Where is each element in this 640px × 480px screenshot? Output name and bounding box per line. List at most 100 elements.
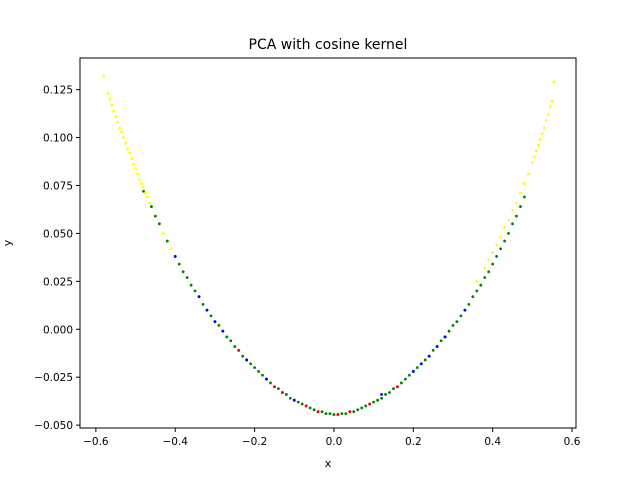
scatter-point: [419, 362, 423, 366]
scatter-point: [400, 381, 403, 385]
scatter-point: [217, 324, 221, 327]
scatter-point: [257, 370, 260, 373]
scatter-point: [467, 302, 471, 306]
scatter-point: [499, 247, 503, 251]
scatter-point: [153, 214, 157, 218]
scatter-point: [427, 354, 431, 358]
scatter-point: [233, 345, 237, 348]
scatter-point: [532, 155, 536, 159]
scatter-point: [546, 113, 550, 116]
scatter-point: [439, 339, 443, 343]
scatter-point: [540, 132, 544, 136]
scatter-point: [316, 410, 320, 414]
scatter-point: [205, 308, 209, 312]
scatter-point: [209, 314, 213, 318]
scatter-point: [487, 270, 491, 274]
x-axis-label: x: [325, 457, 332, 470]
x-tick-label: 0.6: [564, 436, 581, 448]
scatter-point: [221, 329, 225, 333]
scatter-point: [161, 232, 165, 235]
scatter-point: [548, 105, 552, 109]
scatter-point: [229, 339, 233, 343]
y-tick-label: 0.100: [43, 133, 73, 145]
scatter-point: [193, 289, 197, 293]
x-tick-label: 0.0: [326, 436, 343, 448]
scatter-point: [511, 222, 514, 226]
scatter-point: [146, 195, 149, 199]
scatter-point: [112, 109, 116, 113]
scatter-point: [106, 92, 110, 95]
scatter-point: [253, 366, 256, 370]
scatter-point: [308, 406, 312, 410]
scatter-point: [495, 243, 499, 247]
scatter-point: [491, 251, 495, 254]
scatter-point: [435, 345, 439, 348]
scatter-point: [304, 404, 308, 408]
scatter-point: [144, 191, 147, 195]
scatter-point: [455, 320, 459, 324]
y-tick-label: −0.025: [34, 372, 73, 384]
scatter-point: [415, 366, 419, 370]
scatter-point: [515, 201, 518, 205]
y-tick-label: 0.125: [43, 85, 73, 97]
scatter-point: [197, 295, 201, 299]
scatter-point: [491, 262, 495, 266]
scatter-point: [165, 239, 169, 243]
scatter-point: [237, 348, 241, 352]
scatter-point: [124, 141, 128, 145]
scatter-point: [536, 143, 540, 147]
scatter-point: [511, 209, 514, 212]
scatter-point: [157, 222, 161, 226]
x-tick-label: 0.4: [484, 436, 501, 448]
chart-title: PCA with cosine kernel: [249, 37, 408, 53]
scatter-point: [368, 402, 372, 406]
scatter-point: [348, 410, 352, 414]
scatter-point: [544, 118, 548, 122]
scatter-point: [459, 314, 463, 318]
y-tick-label: 0.025: [43, 276, 73, 288]
scatter-point: [388, 391, 391, 394]
scatter-point: [340, 412, 344, 416]
scatter-point: [269, 381, 272, 385]
scatter-point: [475, 279, 479, 283]
x-tick-label: −0.4: [162, 436, 188, 448]
y-axis-label: y: [1, 239, 14, 246]
scatter-point: [519, 191, 522, 195]
scatter-point: [185, 276, 189, 279]
x-tick-label: −0.6: [83, 436, 109, 448]
scatter-point: [130, 157, 133, 161]
scatter-point: [523, 182, 526, 185]
scatter-point: [380, 393, 383, 396]
scatter-point: [225, 335, 229, 339]
scatter-point: [288, 396, 292, 400]
scatter-point: [142, 189, 145, 193]
scatter-point: [122, 136, 126, 139]
scatter-point: [344, 412, 348, 416]
scatter-point: [356, 408, 360, 412]
scatter-point: [177, 262, 181, 266]
scatter-point: [213, 320, 217, 324]
scatter-point: [396, 385, 399, 389]
scatter-point: [328, 412, 332, 416]
scatter-point: [102, 74, 106, 78]
scatter-point: [273, 385, 276, 389]
scatter-point: [324, 412, 328, 416]
scatter-point: [352, 410, 356, 414]
scatter-point: [265, 377, 268, 381]
scatter-point: [280, 391, 284, 394]
scatter-point: [134, 166, 137, 170]
scatter-point: [503, 226, 506, 230]
scatter-point: [495, 255, 499, 258]
scatter-point: [376, 398, 379, 402]
scatter-point: [128, 151, 132, 155]
scatter-point: [392, 387, 395, 391]
scatter-point: [148, 201, 151, 205]
scatter-point: [114, 115, 118, 118]
scatter-point: [110, 103, 114, 107]
scatter-point: [499, 235, 503, 239]
scatter-point: [463, 308, 467, 312]
scatter-point: [380, 396, 383, 400]
scatter-point: [116, 120, 120, 124]
scatter-point: [403, 377, 407, 381]
